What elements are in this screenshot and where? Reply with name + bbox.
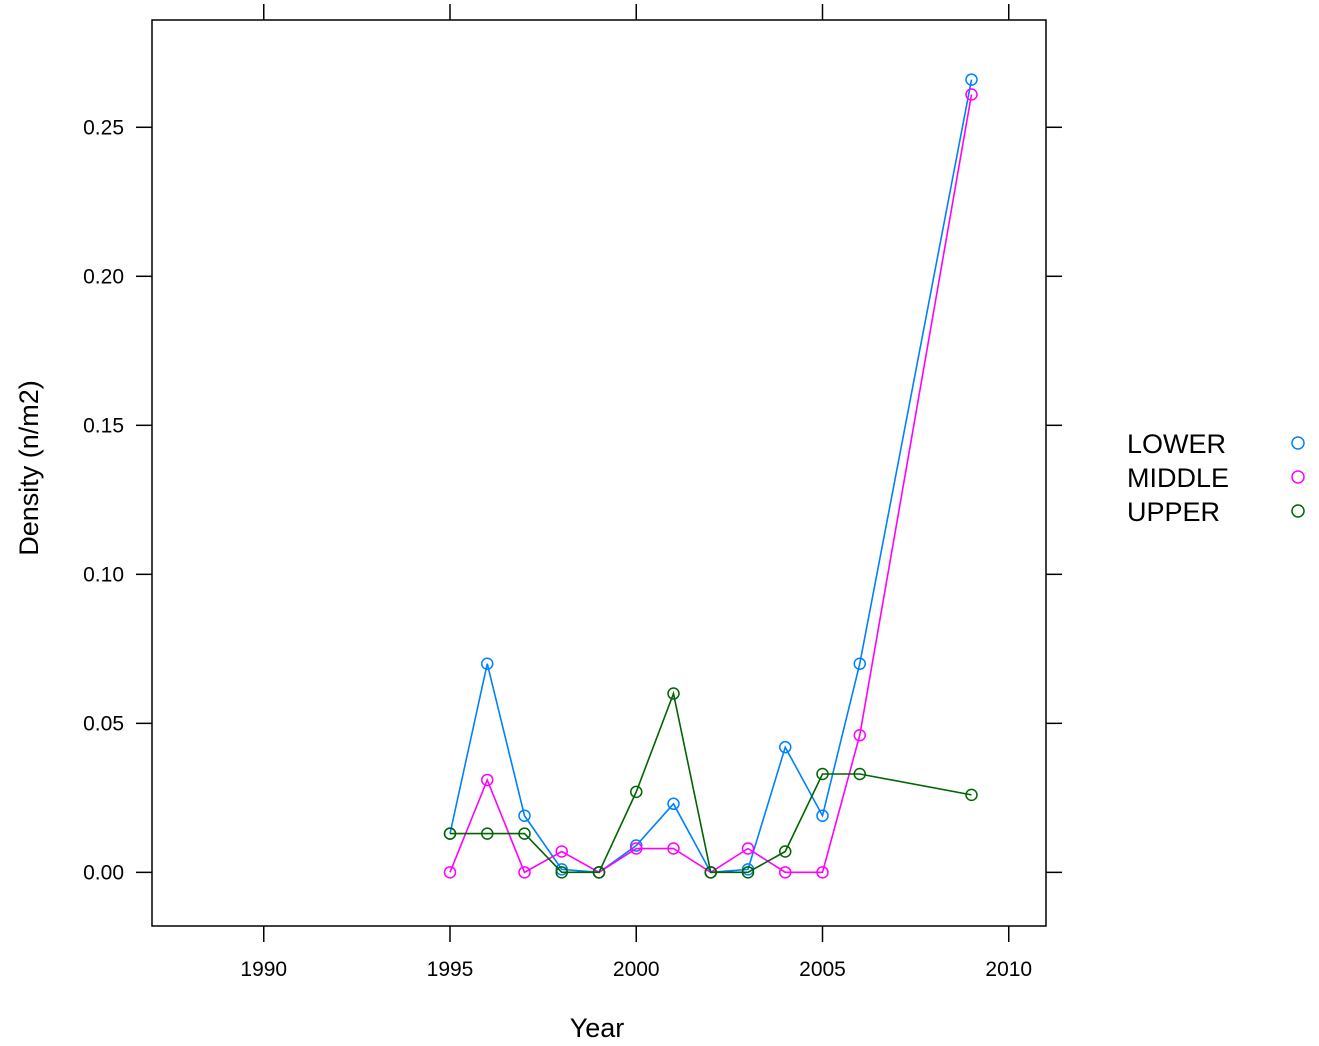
data-point-lower [816,809,829,822]
y-tick-label: 0.25 [83,116,124,139]
legend-item-upper: UPPER [1127,497,1305,527]
legend-marker-icon [1291,470,1305,484]
data-point-middle [779,866,792,879]
data-point-upper [667,687,680,700]
series-lower [443,73,978,879]
legend-label: MIDDLE [1127,463,1229,493]
data-point-lower [853,657,866,670]
plot-panel-frame [151,19,1047,927]
data-point-lower [667,797,680,811]
legend-marker-icon [1291,504,1305,518]
legend-item-middle: MIDDLE [1127,463,1305,493]
data-point-upper [555,866,568,879]
data-point-upper [853,767,866,781]
data-point-lower [779,740,792,754]
data-point-upper [965,788,978,802]
y-axis-title: Density (n/m2) [14,380,44,556]
series-upper [443,687,978,879]
legend: LOWER MIDDLE UPPER [1127,429,1305,527]
data-point-middle [443,866,457,879]
data-point-lower [518,809,531,822]
data-point-upper [816,767,829,781]
data-point-upper [779,845,792,858]
data-point-middle [667,842,680,855]
y-tick-label: 0.05 [83,712,124,735]
data-point-lower [481,657,494,670]
series-line-upper [450,690,972,874]
series-line-lower [449,79,973,874]
y-tick-label: 0.10 [83,563,124,586]
y-tick-label: 0.00 [83,861,124,884]
x-tick-label: 1995 [427,958,474,981]
data-point-middle [741,842,755,855]
legend-label: UPPER [1127,497,1220,527]
data-point-middle [853,729,866,742]
x-tick-label: 2005 [799,958,846,981]
series-line-middle [449,94,973,874]
series-middle [443,88,978,879]
data-point-upper [741,866,755,879]
data-point-upper [443,827,457,840]
x-axis-title: Year [570,1013,625,1043]
data-point-middle [481,773,494,787]
data-point-upper [630,785,643,799]
data-point-upper [518,827,531,840]
data-point-upper [704,866,717,879]
y-tick-label: 0.15 [83,414,124,437]
data-point-middle [630,842,643,855]
legend-marker-icon [1291,436,1305,450]
legend-item-lower: LOWER [1127,429,1305,459]
series-layer [443,73,978,879]
x-tick-label: 1990 [240,958,287,981]
axis-ticks: 1990 1995 2000 2005 2010 0.00 0.05 0.10 0.15 0.20… [83,4,1062,981]
data-point-lower [630,839,643,852]
x-tick-label: 2000 [613,958,660,981]
x-tick-label: 2010 [985,958,1032,981]
data-point-lower [555,863,568,876]
y-tick-label: 0.20 [83,265,124,288]
data-point-middle [965,88,978,101]
data-point-upper [481,827,494,840]
legend-label: LOWER [1127,429,1226,459]
data-point-middle [816,866,829,879]
data-point-upper [592,866,606,879]
data-point-lower [965,73,978,86]
data-point-middle [555,845,568,858]
data-point-middle [518,866,531,879]
